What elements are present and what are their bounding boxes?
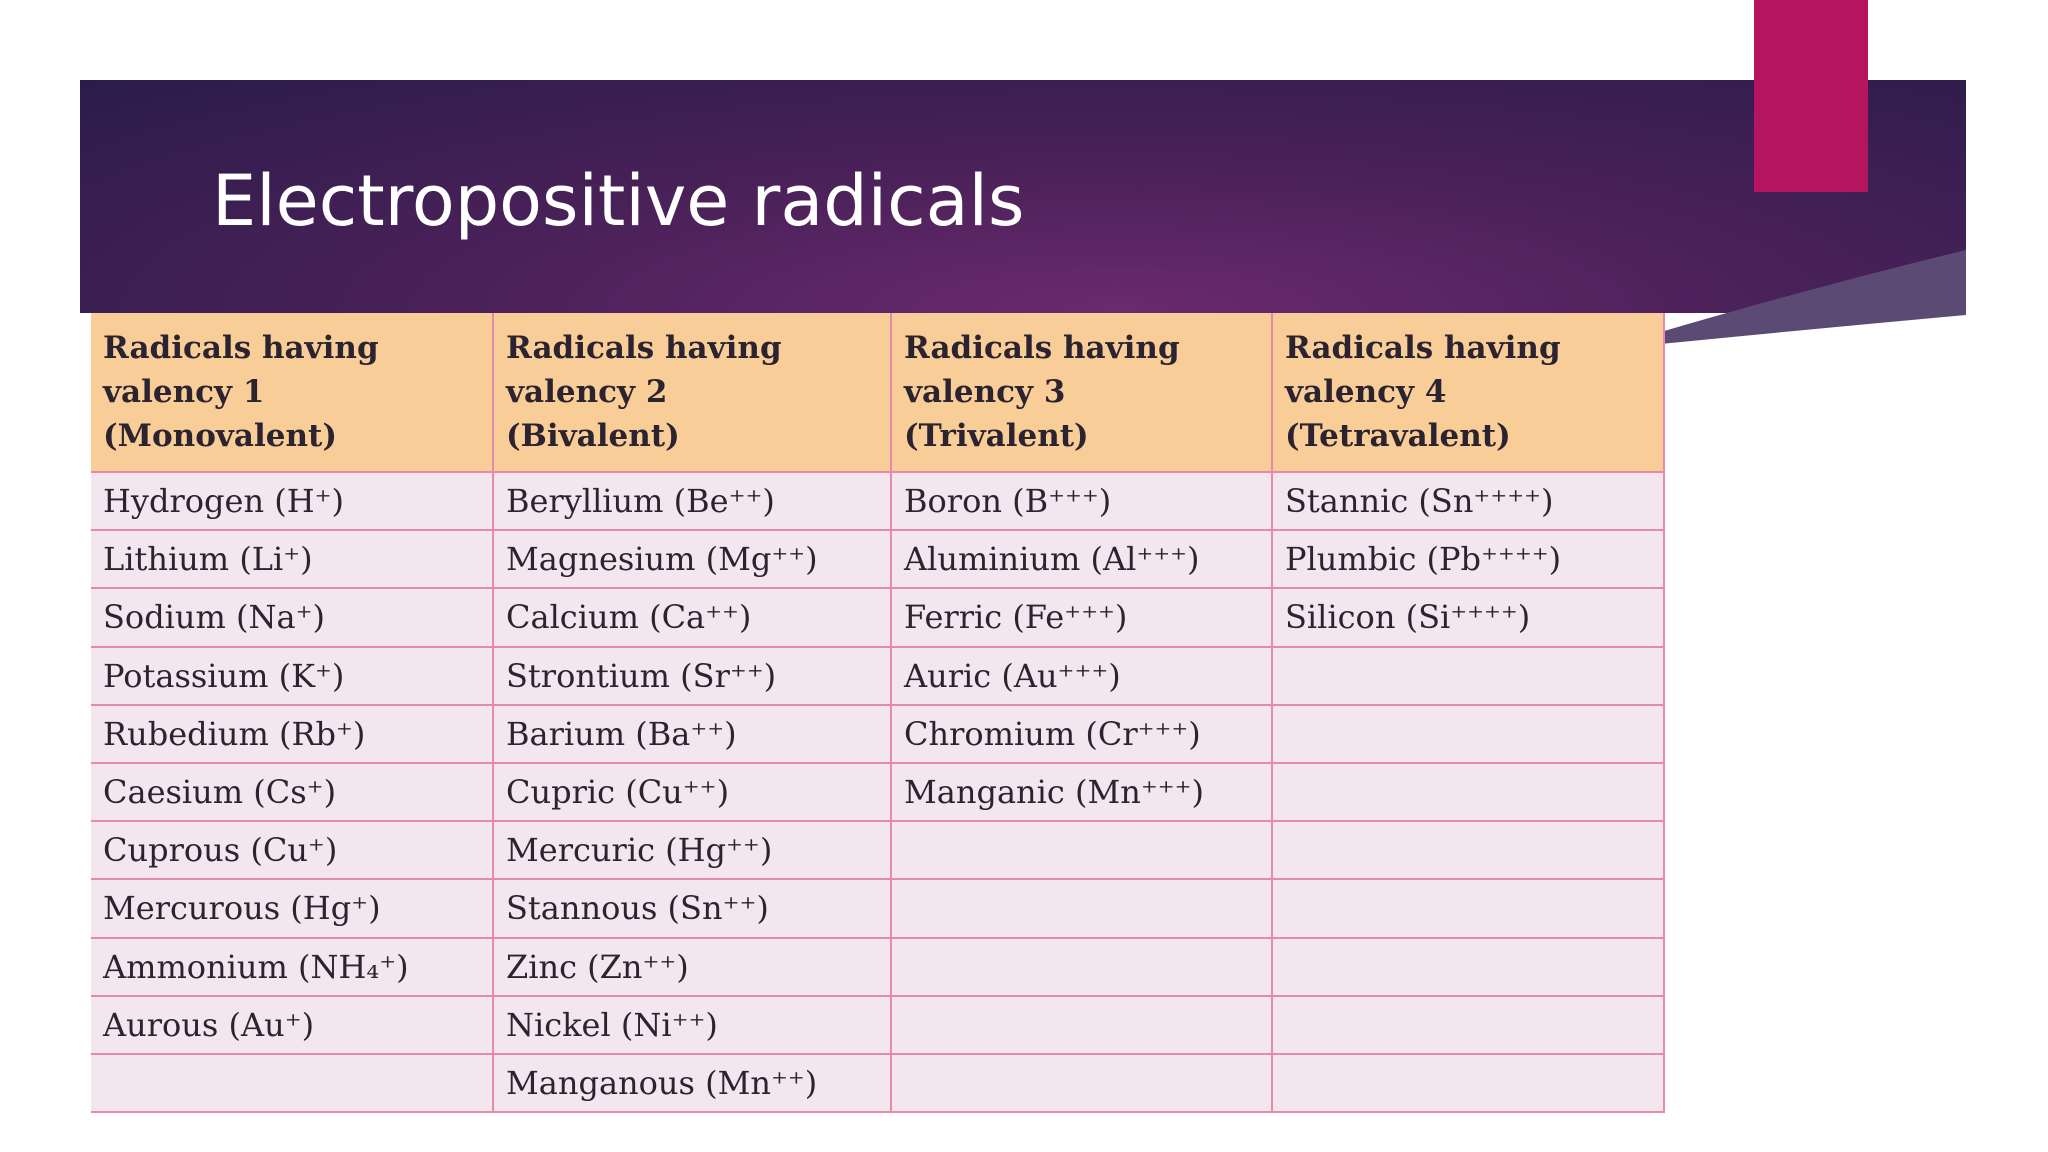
header-line: (Trivalent) [904, 418, 1089, 454]
table-cell: Auric (Au⁺⁺⁺) [892, 647, 1273, 706]
table-cell: Mercuric (Hg⁺⁺) [494, 822, 892, 881]
accent-bar [1754, 0, 1868, 192]
table-cell [1273, 1054, 1665, 1114]
band-curve [1600, 250, 1966, 350]
table-cell: Aluminium (Al⁺⁺⁺) [892, 531, 1273, 590]
column-header: Radicals having valency 1 (Monovalent) [91, 313, 494, 473]
table-cell: Hydrogen (H⁺) [91, 473, 494, 532]
table-cell [1273, 996, 1665, 1055]
header-line: valency 1 [103, 374, 265, 410]
table-cell: Lithium (Li⁺) [91, 531, 494, 590]
table-cell: Aurous (Au⁺) [91, 996, 494, 1055]
table-cell: Zinc (Zn⁺⁺) [494, 938, 892, 997]
column-header: Radicals having valency 3 (Trivalent) [892, 313, 1273, 473]
table-cell: Nickel (Ni⁺⁺) [494, 996, 892, 1055]
table-cell: Chromium (Cr⁺⁺⁺) [892, 705, 1273, 764]
table-cell [892, 996, 1273, 1055]
table-cell: Calcium (Ca⁺⁺) [494, 589, 892, 648]
table-cell [91, 1054, 494, 1114]
header-line: Radicals having [904, 330, 1180, 366]
header-line: valency 3 [904, 374, 1066, 410]
column-header: Radicals having valency 2 (Bivalent) [494, 313, 892, 473]
header-line: (Bivalent) [506, 418, 680, 454]
table-cell: Cuprous (Cu⁺) [91, 822, 494, 881]
table-cell: Strontium (Sr⁺⁺) [494, 647, 892, 706]
table-cell [1273, 705, 1665, 764]
header-line: valency 4 [1285, 374, 1447, 410]
header-line: Radicals having [1285, 330, 1561, 366]
table-cell: Magnesium (Mg⁺⁺) [494, 531, 892, 590]
table-cell: Mercurous (Hg⁺) [91, 880, 494, 939]
table-cell: Cupric (Cu⁺⁺) [494, 763, 892, 823]
slide-title: Electropositive radicals [212, 160, 1025, 242]
header-line: Radicals having [506, 330, 782, 366]
table-cell: Stannous (Sn⁺⁺) [494, 880, 892, 939]
table-cell [892, 822, 1273, 881]
table-cell [892, 1054, 1273, 1114]
table-cell: Beryllium (Be⁺⁺) [494, 473, 892, 532]
table-cell [1273, 938, 1665, 997]
radicals-table: Radicals having valency 1 (Monovalent) Radi… [91, 313, 1665, 1114]
table-cell: Caesium (Cs⁺) [91, 763, 494, 823]
header-line: (Tetravalent) [1285, 418, 1511, 454]
table-cell: Ammonium (NH₄⁺) [91, 938, 494, 997]
table-cell [1273, 880, 1665, 939]
table-cell [1273, 822, 1665, 881]
table-cell: Silicon (Si⁺⁺⁺⁺) [1273, 589, 1665, 648]
table-cell: Plumbic (Pb⁺⁺⁺⁺) [1273, 531, 1665, 590]
title-band [80, 80, 1966, 313]
table-cell: Ferric (Fe⁺⁺⁺) [892, 589, 1273, 648]
table-cell [1273, 647, 1665, 706]
table-cell: Barium (Ba⁺⁺) [494, 705, 892, 764]
table-cell [892, 880, 1273, 939]
table-cell: Potassium (K⁺) [91, 647, 494, 706]
table-cell [1273, 763, 1665, 823]
table-cell: Boron (B⁺⁺⁺) [892, 473, 1273, 532]
header-line: valency 2 [506, 374, 668, 410]
header-line: Radicals having [103, 330, 379, 366]
header-line: (Monovalent) [103, 418, 337, 454]
table-cell: Sodium (Na⁺) [91, 589, 494, 648]
table-cell: Manganous (Mn⁺⁺) [494, 1054, 892, 1114]
column-header: Radicals having valency 4 (Tetravalent) [1273, 313, 1665, 473]
table-cell [892, 938, 1273, 997]
table-cell: Rubedium (Rb⁺) [91, 705, 494, 764]
table-cell: Stannic (Sn⁺⁺⁺⁺) [1273, 473, 1665, 532]
table-cell: Manganic (Mn⁺⁺⁺) [892, 763, 1273, 823]
